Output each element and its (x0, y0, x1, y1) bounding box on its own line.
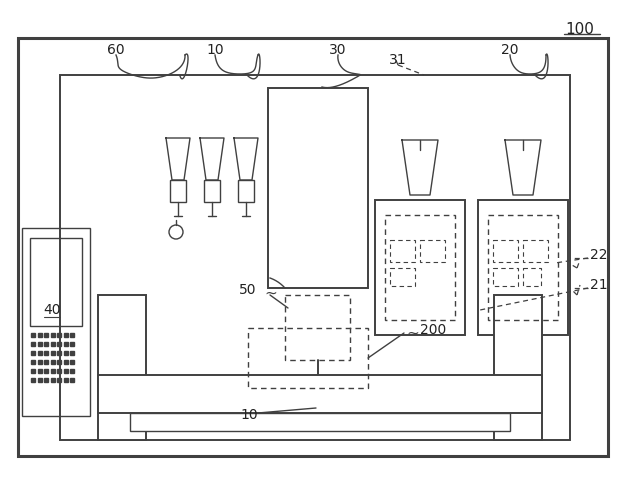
Text: 200: 200 (420, 323, 446, 337)
Bar (385, 215, 455, 320)
Text: 21: 21 (590, 278, 607, 292)
Polygon shape (200, 138, 224, 180)
Text: 20: 20 (501, 43, 519, 57)
Bar (238, 180, 254, 202)
Text: 10: 10 (241, 408, 258, 422)
Text: 10: 10 (206, 43, 224, 57)
Bar (488, 215, 558, 320)
Bar (523, 240, 548, 262)
Text: 100: 100 (565, 22, 594, 37)
Bar (375, 200, 465, 335)
Bar (493, 240, 518, 262)
Text: 31: 31 (389, 53, 407, 67)
Bar (98, 295, 146, 440)
Bar (170, 180, 186, 202)
Bar (494, 295, 542, 440)
Bar (268, 88, 368, 288)
Bar (523, 268, 541, 286)
Bar (30, 238, 82, 326)
Polygon shape (402, 140, 438, 195)
Bar (493, 268, 518, 286)
Polygon shape (505, 140, 541, 195)
Text: 30: 30 (329, 43, 347, 57)
Bar (130, 413, 510, 431)
Bar (204, 180, 220, 202)
Bar (420, 240, 445, 262)
Text: 40: 40 (44, 303, 61, 317)
Text: ~: ~ (406, 325, 419, 341)
Bar (390, 268, 415, 286)
Bar (478, 200, 568, 335)
Bar (390, 240, 415, 262)
Bar (248, 328, 368, 388)
Text: 50: 50 (239, 283, 256, 297)
Bar (285, 295, 350, 360)
Text: 22: 22 (590, 248, 607, 262)
Text: ~: ~ (264, 286, 276, 300)
Bar (98, 375, 542, 413)
Text: 60: 60 (107, 43, 125, 57)
Bar (18, 38, 608, 456)
Polygon shape (166, 138, 190, 180)
Bar (22, 228, 90, 416)
Polygon shape (234, 138, 258, 180)
Bar (60, 75, 570, 440)
